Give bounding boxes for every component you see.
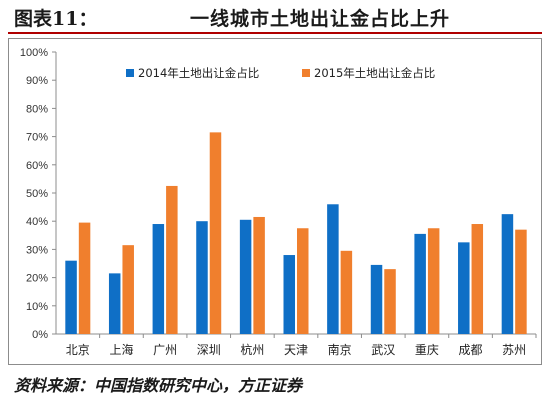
bar-2015 — [471, 224, 484, 334]
source-note: 资料来源：中国指数研究中心，方正证券 — [14, 376, 303, 395]
bar-2014 — [108, 273, 121, 334]
x-tick-label: 广州 — [153, 343, 177, 357]
bar-2015 — [340, 250, 353, 334]
bar-2014 — [370, 264, 383, 334]
bar-2015 — [427, 228, 440, 334]
bar-2014 — [283, 255, 295, 334]
legend-swatch-2015 — [302, 69, 310, 77]
title-rule — [8, 32, 542, 34]
y-tick-label: 30% — [26, 244, 48, 256]
bar-2014 — [239, 219, 252, 334]
y-tick-label: 90% — [26, 75, 48, 87]
y-tick-label: 0% — [32, 329, 48, 341]
y-tick-label: 20% — [26, 273, 48, 285]
x-tick-label: 成都 — [459, 343, 483, 357]
x-tick-label: 杭州 — [240, 342, 264, 357]
bar-2015 — [515, 229, 527, 334]
bar-2014 — [65, 260, 77, 334]
legend-label-2014: 2014年土地出让金占比 — [138, 66, 259, 80]
x-tick-label: 北京 — [66, 343, 90, 357]
bar-2015 — [297, 228, 309, 334]
bar-2014 — [458, 242, 470, 334]
bar-2015 — [78, 222, 91, 334]
bar-2015 — [209, 132, 222, 334]
x-tick-label: 重庆 — [415, 343, 439, 357]
x-tick-label: 武汉 — [371, 343, 395, 357]
x-tick-label: 天津 — [284, 343, 308, 357]
bar-2015 — [166, 185, 178, 334]
bar-2015 — [253, 216, 265, 334]
x-tick-label: 上海 — [109, 342, 133, 357]
x-tick-label: 深圳 — [197, 343, 221, 357]
title-bar: 图表11： 一线城市土地出让金占比上升 — [0, 0, 550, 34]
bar-2015 — [384, 269, 396, 334]
legend-swatch-2014 — [126, 69, 134, 77]
y-tick-label: 50% — [26, 188, 48, 200]
bar-2014 — [501, 214, 514, 334]
y-tick-label: 40% — [26, 216, 48, 228]
y-tick-label: 10% — [26, 301, 48, 313]
chart-frame — [8, 38, 542, 365]
y-tick-label: 60% — [26, 160, 48, 172]
bar-chart: 0% 10% 20% 30% 40% 50% 60% 70% 80% 90% 100% 北京 上海 广州 深… — [20, 47, 537, 357]
x-tick-label: 苏州 — [502, 343, 526, 357]
bar-2015 — [122, 245, 134, 334]
x-tick-label: 南京 — [328, 342, 352, 357]
y-tick-label: 100% — [20, 47, 48, 59]
legend-label-2015: 2015年土地出让金占比 — [314, 66, 435, 80]
bar-2014 — [152, 224, 165, 334]
y-tick-label: 80% — [26, 103, 48, 115]
y-tick-label: 70% — [26, 132, 48, 144]
figure-label: 图表11： — [14, 8, 98, 30]
bar-2014 — [196, 221, 208, 334]
bar-2014 — [414, 233, 426, 334]
chart-title: 一线城市土地出让金占比上升 — [190, 8, 451, 30]
bar-2014 — [327, 204, 339, 334]
